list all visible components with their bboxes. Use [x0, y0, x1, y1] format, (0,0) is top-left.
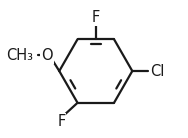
Text: O: O — [41, 48, 53, 63]
Text: Cl: Cl — [150, 63, 164, 79]
Text: F: F — [92, 10, 100, 25]
Text: F: F — [57, 114, 65, 129]
Text: CH₃: CH₃ — [6, 48, 33, 63]
